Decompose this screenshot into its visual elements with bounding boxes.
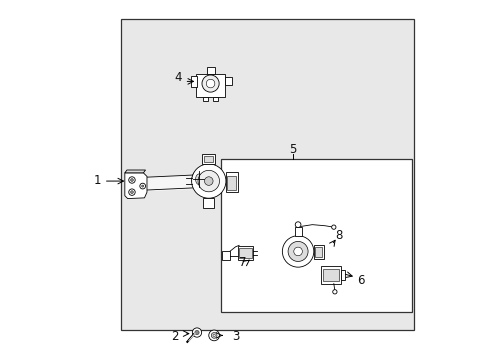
Circle shape (198, 170, 219, 192)
Bar (313, 245, 323, 258)
Circle shape (140, 183, 145, 189)
Circle shape (130, 179, 133, 181)
Bar (203, 97, 208, 102)
Bar (225, 172, 238, 192)
Text: 3: 3 (231, 330, 239, 343)
Circle shape (128, 189, 135, 195)
Bar (321, 266, 340, 284)
Circle shape (192, 328, 201, 337)
Bar (315, 247, 322, 257)
Bar (121, 19, 413, 330)
Circle shape (332, 290, 336, 294)
Polygon shape (124, 173, 147, 199)
Circle shape (202, 75, 219, 92)
Polygon shape (124, 170, 145, 173)
Text: 6: 6 (356, 274, 364, 287)
Circle shape (282, 236, 313, 267)
Ellipse shape (195, 174, 203, 185)
Bar (239, 248, 251, 258)
Circle shape (287, 242, 307, 261)
Bar (238, 246, 253, 260)
Circle shape (130, 191, 133, 194)
Bar (196, 73, 224, 97)
Bar (340, 270, 345, 280)
Circle shape (191, 164, 225, 198)
Circle shape (206, 79, 214, 88)
Text: 8: 8 (335, 229, 342, 242)
Text: 1: 1 (93, 174, 101, 187)
Circle shape (128, 177, 135, 183)
Circle shape (293, 247, 302, 256)
Bar (213, 97, 218, 102)
Text: 2: 2 (171, 330, 178, 343)
Bar (323, 269, 338, 281)
Ellipse shape (192, 170, 206, 188)
Circle shape (211, 333, 217, 338)
Bar (294, 227, 301, 236)
Circle shape (204, 177, 213, 185)
Circle shape (208, 330, 219, 341)
Bar (221, 158, 411, 312)
Bar (227, 176, 236, 190)
Circle shape (295, 222, 300, 228)
Bar (224, 77, 231, 85)
Bar (206, 67, 214, 73)
Text: 4: 4 (174, 71, 182, 84)
Text: 5: 5 (288, 143, 296, 156)
Bar (204, 156, 213, 162)
Bar (190, 76, 196, 87)
Circle shape (213, 334, 215, 337)
Bar (222, 251, 230, 260)
Circle shape (142, 185, 143, 187)
Bar (203, 198, 214, 208)
Text: 7: 7 (239, 256, 246, 269)
Bar (202, 154, 215, 164)
Circle shape (194, 330, 199, 335)
Circle shape (331, 225, 335, 229)
